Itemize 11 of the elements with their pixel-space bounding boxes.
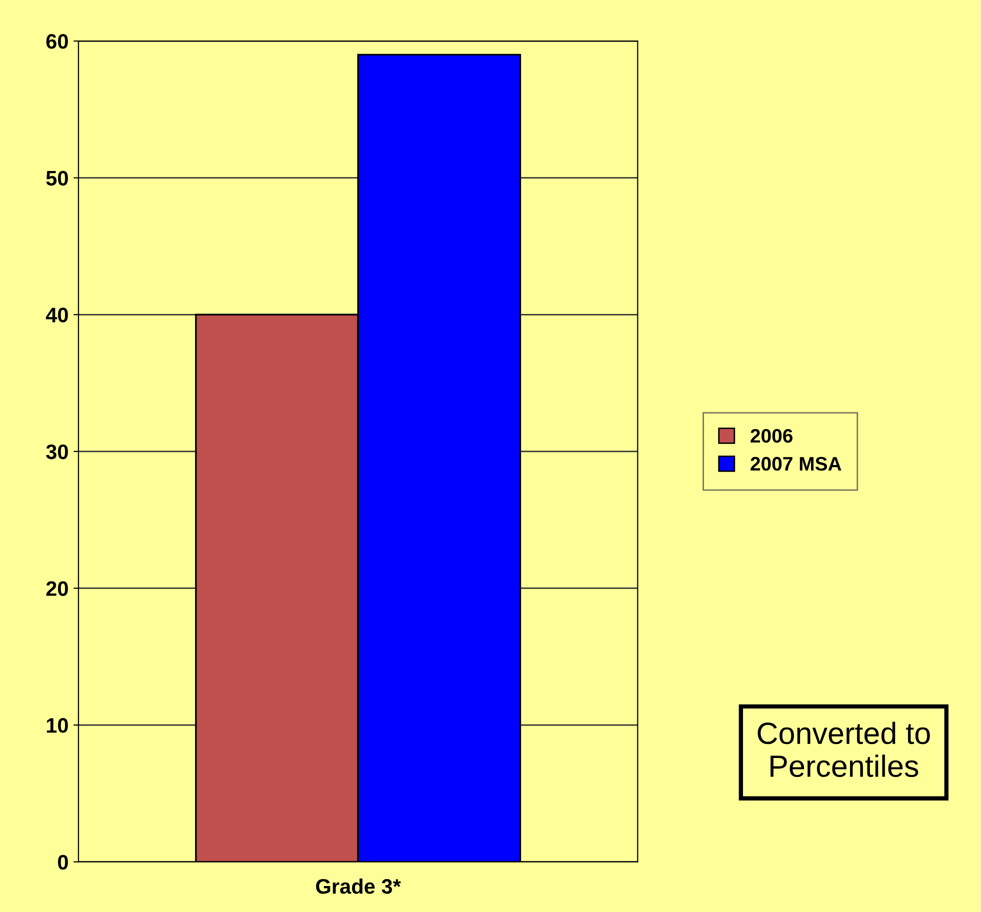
x-tick-label: Grade 3*: [316, 878, 401, 894]
y-tick-label: 50: [46, 170, 68, 186]
legend-label: 2006: [750, 428, 793, 443]
y-tick-label: 10: [46, 718, 68, 733]
y-tick-label: 0: [58, 854, 68, 870]
y-tick-label: 20: [46, 581, 68, 596]
legend-label: 2007 MSA: [750, 456, 842, 471]
y-tick-label: 40: [46, 308, 68, 322]
y-tick-label: 60: [46, 34, 68, 49]
y-tick-label: 30: [46, 444, 68, 460]
text: Converted to Percentiles: [758, 722, 930, 778]
